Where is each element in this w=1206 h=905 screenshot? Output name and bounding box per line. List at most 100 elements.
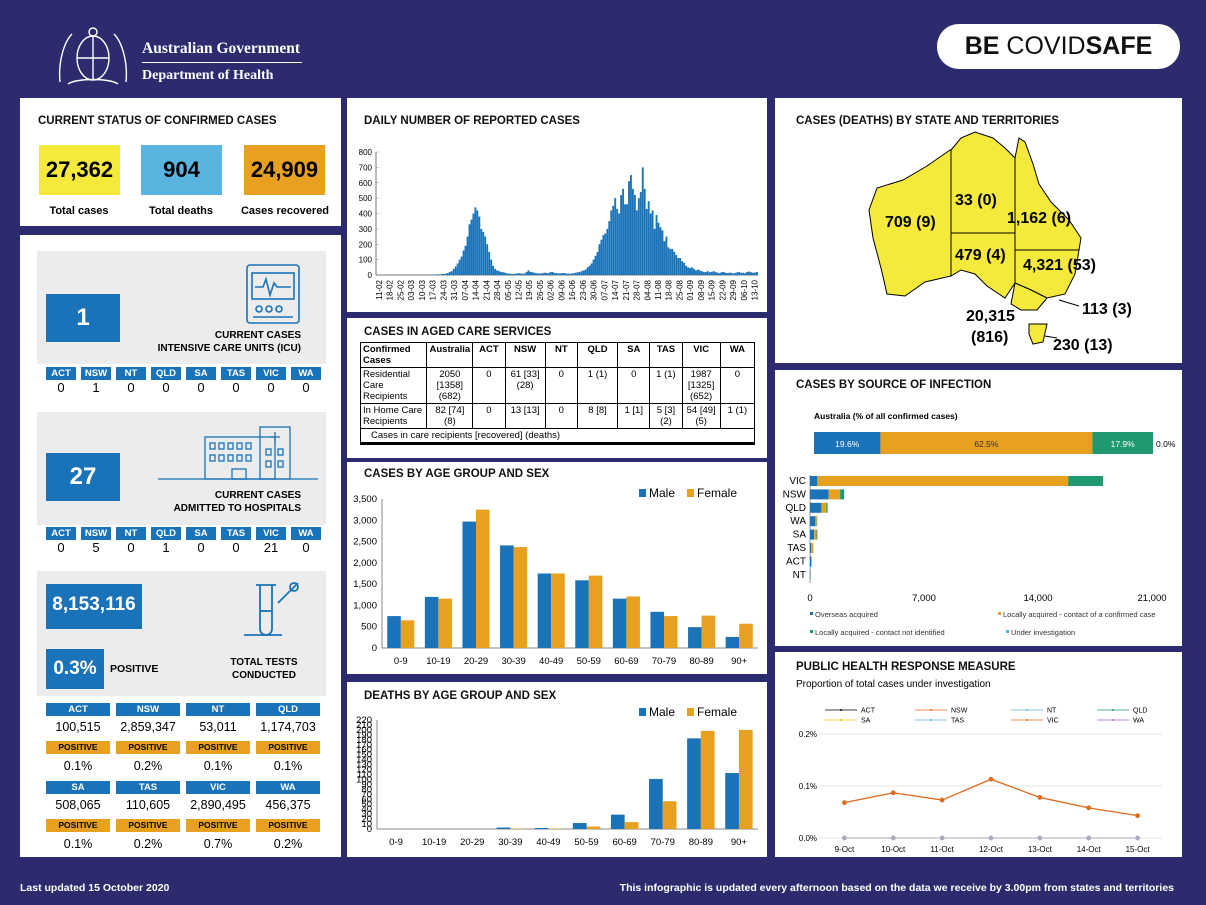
female-bar xyxy=(513,547,528,648)
aged-cell: 0 xyxy=(472,367,506,404)
australia-map: 709 (9) 33 (0) 1,162 (6) 479 (4) 4,321 (… xyxy=(868,131,1132,354)
daily-x-label: 17-03 xyxy=(429,279,438,300)
daily-bar xyxy=(732,273,735,275)
source-bar-segment xyxy=(810,516,816,527)
x-category-label: 20-29 xyxy=(464,656,488,667)
aged-cell: 1987 [1325] (652) xyxy=(681,367,721,404)
y-tick-label: 70 xyxy=(361,789,372,800)
x-category-label: 30-39 xyxy=(498,837,522,848)
source-pct-segment xyxy=(814,432,881,454)
daily-bar xyxy=(586,267,589,275)
source-bar-segment xyxy=(810,529,815,540)
y-tick-label: 1,000 xyxy=(353,600,377,611)
x-category-label: 50-59 xyxy=(577,656,601,667)
daily-x-label: 23-06 xyxy=(579,279,588,300)
daily-bar xyxy=(746,271,749,275)
x-category-label: 60-69 xyxy=(614,656,638,667)
daily-bar xyxy=(649,213,652,275)
state-value-qld: 1 xyxy=(162,540,170,555)
hospital-building-icon xyxy=(158,423,318,490)
tests-pct-wa: 0.2% xyxy=(273,837,303,851)
state-header-nt: NT xyxy=(116,367,146,380)
tests-count-tas: 110,605 xyxy=(125,798,171,812)
gov-title: Australian Government xyxy=(142,40,301,57)
daily-bar xyxy=(590,263,593,275)
phrm-legend-marker xyxy=(1026,719,1028,721)
daily-x-label: 11-02 xyxy=(375,279,384,299)
tests-count-nsw: 2,859,347 xyxy=(120,720,176,734)
daily-bar xyxy=(584,269,587,275)
total-deaths-label: Total deaths xyxy=(149,205,213,217)
source-bar-segment xyxy=(817,476,1069,486)
phrm-legend-marker xyxy=(1112,719,1114,721)
state-header-vic: VIC xyxy=(256,527,286,540)
daily-bar xyxy=(673,251,676,275)
daily-bar xyxy=(452,268,455,275)
age-sex-chart: 0 500 1,000 1,500 2,000 2,500 3,000 3,500 0-9 10-… xyxy=(353,486,758,667)
male-bar xyxy=(496,827,511,829)
daily-bar xyxy=(519,273,522,275)
phrm-point xyxy=(842,800,847,806)
map-label-tas: 230 (13) xyxy=(1053,337,1113,354)
age-sex-title: CASES BY AGE GROUP AND SEX xyxy=(364,468,550,480)
daily-bar xyxy=(667,247,670,275)
phrm-legend-label: NSW xyxy=(951,708,968,715)
daily-bar xyxy=(480,228,483,275)
tests-pct-nt: 0.1% xyxy=(203,759,233,773)
daily-bar xyxy=(736,272,739,275)
aged-header-cell: Australia xyxy=(426,342,474,368)
daily-x-label: 10-03 xyxy=(418,279,427,300)
daily-y-tick: 800 xyxy=(359,148,373,157)
covidsafe-badge: BE COVIDSAFE xyxy=(937,24,1180,69)
state-header-nsw: NSW xyxy=(81,527,111,540)
tests-state-nsw: NSW xyxy=(116,703,180,716)
legend-female-label: Female xyxy=(697,705,737,719)
daily-bar xyxy=(641,167,644,275)
daily-bar xyxy=(490,259,493,275)
source-bar-segment xyxy=(810,489,829,500)
footer-note: This infographic is updated every aftern… xyxy=(619,882,1174,894)
daily-bar xyxy=(555,273,558,275)
daily-x-label: 31-03 xyxy=(450,279,459,300)
phrm-x-label: 12-Oct xyxy=(979,845,1004,854)
daily-x-label: 09-06 xyxy=(557,279,566,300)
source-pct-label: 0.0% xyxy=(1156,439,1176,449)
legend-female-swatch xyxy=(687,489,694,497)
x-category-label: 20-29 xyxy=(460,837,484,848)
map-panel: CASES (DEATHS) BY STATE AND TERRITORIES … xyxy=(775,98,1182,363)
legend-male-label: Male xyxy=(649,705,675,719)
daily-bar xyxy=(559,273,561,275)
badge-safe: SAFE xyxy=(1085,32,1153,60)
daily-x-label: 25-08 xyxy=(675,279,684,300)
source-legend-swatch xyxy=(810,612,813,615)
daily-y-tick: 600 xyxy=(359,179,373,188)
daily-bar xyxy=(496,270,498,275)
state-value-vic: 21 xyxy=(263,540,279,555)
daily-bar xyxy=(523,273,526,275)
aged-footnote: Cases in care recipients [recovered] (de… xyxy=(360,428,755,445)
state-value-qld: 0 xyxy=(162,380,170,395)
tests-state-tas: TAS xyxy=(116,781,180,794)
daily-bar xyxy=(633,195,636,275)
daily-bar xyxy=(651,210,654,275)
aged-header-cell: WA xyxy=(719,342,756,368)
daily-bar xyxy=(450,271,453,275)
daily-bar xyxy=(694,270,697,275)
aged-row-home: In Home Care Recipients 82 [74] (8) 0 13 [1… xyxy=(359,403,756,429)
daily-x-label: 13-10 xyxy=(751,279,760,300)
daily-bar xyxy=(505,273,508,275)
gov-department: Department of Health xyxy=(142,68,274,83)
tests-pct-vic: 0.7% xyxy=(203,837,233,851)
daily-x-label: 22-09 xyxy=(718,279,727,300)
daily-bar xyxy=(565,273,567,275)
daily-bar xyxy=(724,272,727,275)
aged-cell: Residential Care Recipients xyxy=(359,367,428,404)
daily-bar xyxy=(626,204,628,275)
daily-bar xyxy=(665,236,668,275)
phrm-legend-label: WA xyxy=(1133,718,1144,725)
daily-bar xyxy=(511,273,514,275)
phrm-legend-marker xyxy=(840,709,842,711)
daily-x-label: 15-09 xyxy=(708,279,717,300)
y-tick-label: 190 xyxy=(356,730,372,741)
daily-x-label: 18-02 xyxy=(386,279,395,300)
